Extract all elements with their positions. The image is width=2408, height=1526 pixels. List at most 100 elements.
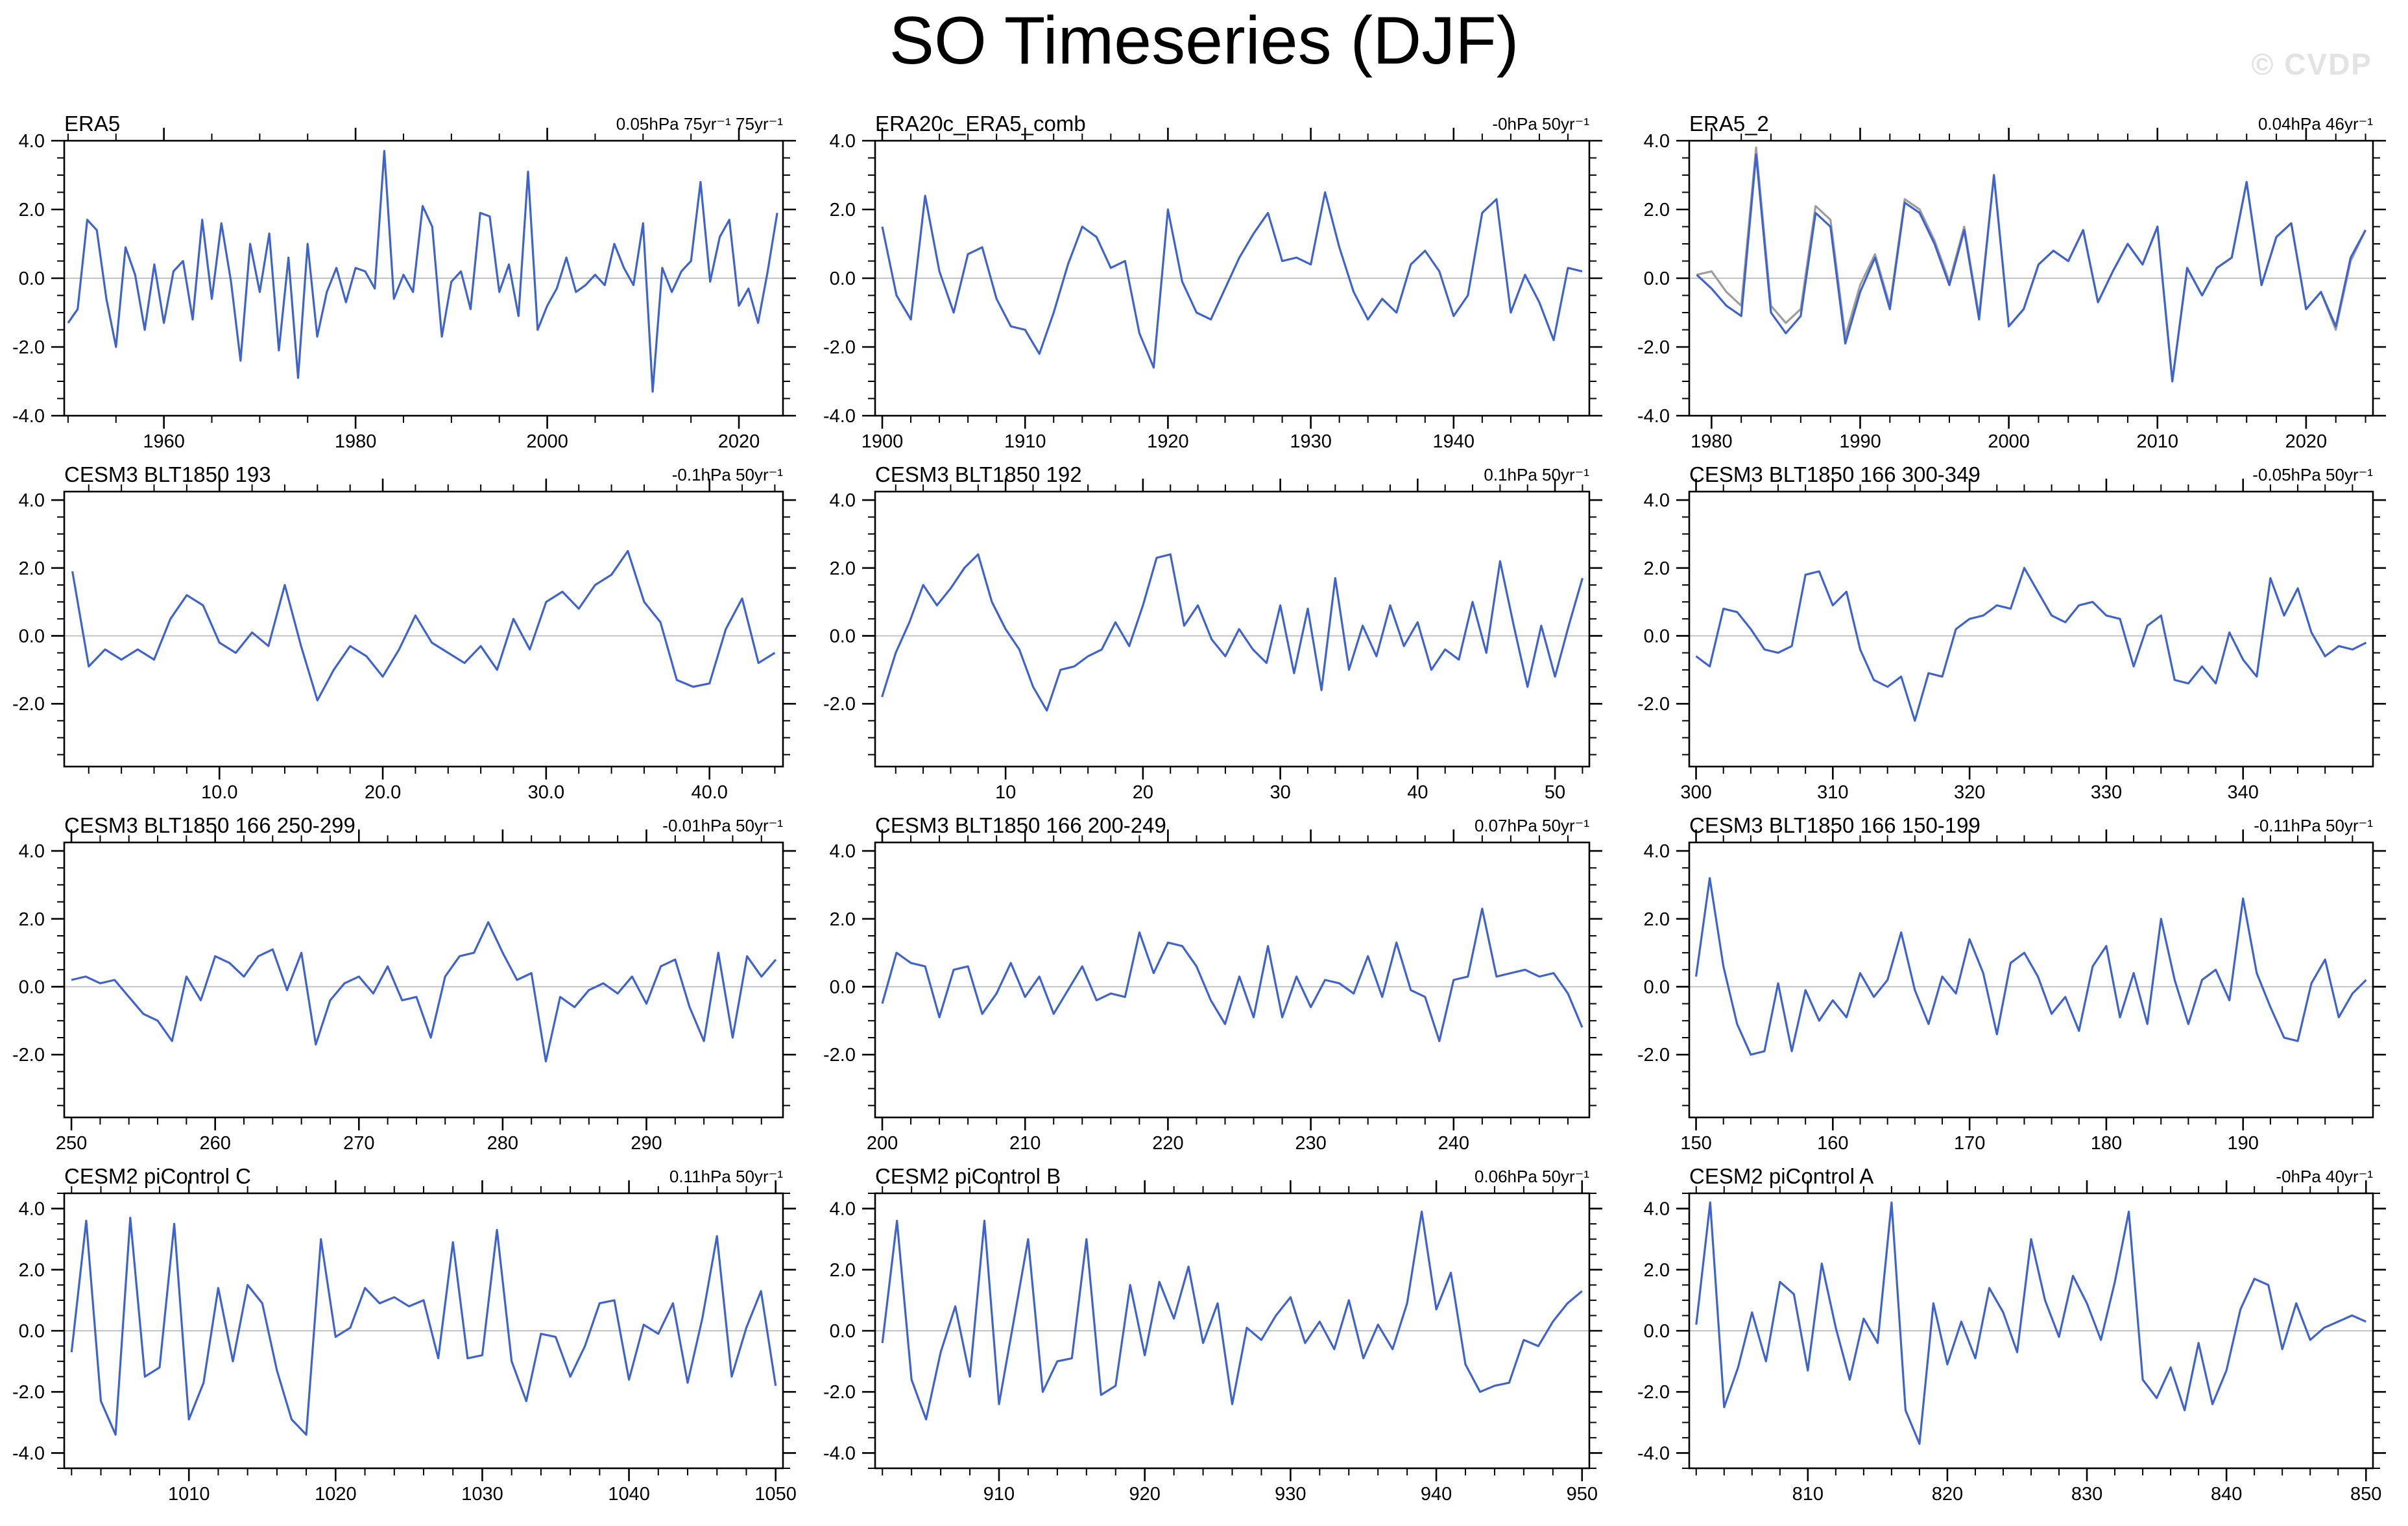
y-tick-label: 4.0 xyxy=(19,841,45,862)
x-tick-label: 830 xyxy=(2071,1484,2102,1505)
minor-ticks xyxy=(57,484,790,774)
y-tick-label: 0.0 xyxy=(1644,977,1670,997)
minor-ticks xyxy=(57,1186,790,1475)
y-tick-label: 4.0 xyxy=(1644,490,1670,511)
y-tick-label: 4.0 xyxy=(830,1199,856,1220)
y-tick-label: -2.0 xyxy=(823,1045,856,1066)
x-tick-label: 1940 xyxy=(1433,431,1475,452)
timeseries-panel: CESM3 BLT1850 166 250-299 -0.01hPa 50yr⁻… xyxy=(0,805,802,1156)
y-tick-label: -2.0 xyxy=(823,337,856,358)
x-tick-label: 320 xyxy=(1954,782,1985,803)
major-ticks xyxy=(1676,1180,2386,1481)
y-tick-label: 4.0 xyxy=(1644,1199,1670,1220)
panel-title: CESM2 piControl A xyxy=(1689,1164,1873,1188)
plot-frame xyxy=(63,841,784,1119)
panel-title: CESM3 BLT1850 192 xyxy=(875,462,1082,486)
y-tick-label: 0.0 xyxy=(830,268,856,289)
y-tick-label: -4.0 xyxy=(12,1443,45,1464)
x-tick-label: 170 xyxy=(1954,1133,1985,1154)
x-tick-label: 180 xyxy=(2091,1133,2122,1154)
x-tick-label: 850 xyxy=(2350,1484,2381,1505)
minor-ticks xyxy=(1682,134,2380,423)
y-tick-label: 4.0 xyxy=(830,841,856,862)
plot-frame xyxy=(874,490,1591,768)
y-tick-label: 2.0 xyxy=(830,200,856,221)
series-line-cesm3-blt1850-166-300-349 xyxy=(1695,567,2367,722)
major-ticks xyxy=(51,479,796,780)
y-tick-label: 4.0 xyxy=(19,490,45,511)
y-tick-label: -2.0 xyxy=(1637,337,1670,358)
timeseries-panel: ERA20c_ERA5_comb -0hPa 50yr⁻¹ -4.0 -2.0 0.… xyxy=(802,104,1605,455)
major-ticks xyxy=(51,829,796,1130)
major-ticks xyxy=(1676,829,2386,1130)
panel-title: CESM2 piControl C xyxy=(64,1164,251,1188)
panel-title: CESM2 piControl B xyxy=(875,1164,1061,1188)
timeseries-panel: ERA5_2 0.04hPa 46yr⁻¹ -4.0 -2.0 0.0 2.0 4.0 1… xyxy=(1605,104,2407,455)
y-tick-label: 4.0 xyxy=(830,131,856,152)
x-tick-label: 930 xyxy=(1275,1484,1306,1505)
x-tick-label: 250 xyxy=(56,1133,87,1154)
panel-title: ERA5 xyxy=(64,112,120,136)
major-ticks xyxy=(1676,128,2386,429)
x-tick-label: 1920 xyxy=(1147,431,1189,452)
y-tick-label: 0.0 xyxy=(1644,268,1670,289)
x-tick-label: 920 xyxy=(1129,1484,1160,1505)
x-tick-label: 160 xyxy=(1817,1133,1848,1154)
plot-frame xyxy=(63,1192,784,1470)
panel-title: ERA5_2 xyxy=(1689,112,1769,136)
plot-canvas: CESM2 piControl A -0hPa 40yr⁻¹ -4.0 -2.0 0… xyxy=(1637,1164,2386,1505)
x-tick-label: 840 xyxy=(2211,1484,2242,1505)
minor-ticks xyxy=(57,835,790,1125)
trend-label: 0.1hPa 50yr⁻¹ xyxy=(1484,465,1589,484)
series-line-cesm2-picontrol-a xyxy=(1695,1201,2366,1445)
page-title: SO Timeseries (DJF) xyxy=(889,3,1519,78)
timeseries-panel: CESM3 BLT1850 166 150-199 -0.11hPa 50yr⁻… xyxy=(1605,805,2407,1156)
y-tick-label: 2.0 xyxy=(19,1260,45,1281)
y-tick-label: 2.0 xyxy=(1644,558,1670,579)
x-tick-label: 200 xyxy=(867,1133,898,1154)
plot-frame xyxy=(1688,490,2374,768)
x-tick-label: 40 xyxy=(1407,782,1428,803)
x-tick-label: 1930 xyxy=(1290,431,1332,452)
y-tick-label: 4.0 xyxy=(19,131,45,152)
x-tick-label: 330 xyxy=(2091,782,2122,803)
x-tick-label: 1990 xyxy=(1839,431,1881,452)
x-tick-label: 1980 xyxy=(335,431,377,452)
x-tick-label: 300 xyxy=(1680,782,1711,803)
x-tick-label: 1010 xyxy=(168,1484,210,1505)
plot-frame xyxy=(1688,841,2374,1119)
x-tick-label: 10 xyxy=(995,782,1016,803)
plot-canvas: ERA5 0.05hPa 75yr⁻¹ 75yr⁻¹ -4.0 -2.0 0.0 2.… xyxy=(12,112,796,452)
x-tick-label: 2000 xyxy=(526,431,568,452)
timeseries-panel: CESM3 BLT1850 166 300-349 -0.05hPa 50yr⁻… xyxy=(1605,455,2407,805)
y-tick-label: 2.0 xyxy=(830,1260,856,1281)
x-tick-label: 290 xyxy=(631,1133,662,1154)
x-tick-label: 1050 xyxy=(754,1484,797,1505)
plot-frame xyxy=(1688,139,2374,417)
y-tick-label: 4.0 xyxy=(1644,131,1670,152)
major-ticks xyxy=(51,1180,796,1481)
y-tick-label: 0.0 xyxy=(830,1321,856,1342)
y-tick-label: 2.0 xyxy=(19,909,45,930)
major-ticks xyxy=(1676,479,2386,780)
timeseries-panel: CESM2 piControl A -0hPa 40yr⁻¹ -4.0 -2.0 0… xyxy=(1605,1156,2407,1507)
minor-ticks xyxy=(868,835,1596,1125)
x-tick-label: 1980 xyxy=(1691,431,1733,452)
major-ticks xyxy=(51,128,796,429)
trend-label: 0.07hPa 50yr⁻¹ xyxy=(1475,816,1589,835)
y-tick-label: 2.0 xyxy=(19,200,45,221)
y-tick-label: -2.0 xyxy=(823,1382,856,1403)
x-tick-label: 210 xyxy=(1009,1133,1041,1154)
panel-title: CESM3 BLT1850 166 300-349 xyxy=(1689,462,1981,486)
x-tick-label: 1900 xyxy=(861,431,904,452)
plot-canvas: ERA5_2 0.04hPa 46yr⁻¹ -4.0 -2.0 0.0 2.0 4.0 1… xyxy=(1637,112,2386,452)
y-tick-label: -2.0 xyxy=(823,694,856,715)
major-ticks xyxy=(862,479,1602,780)
series-line-cesm2-picontrol-c xyxy=(70,1217,777,1436)
x-tick-label: 280 xyxy=(487,1133,518,1154)
minor-ticks xyxy=(868,134,1596,423)
x-tick-label: 150 xyxy=(1680,1133,1711,1154)
series-line-cesm3-blt1850-193 xyxy=(71,550,776,702)
y-tick-label: -2.0 xyxy=(12,1045,45,1066)
plot-frame xyxy=(874,139,1591,417)
